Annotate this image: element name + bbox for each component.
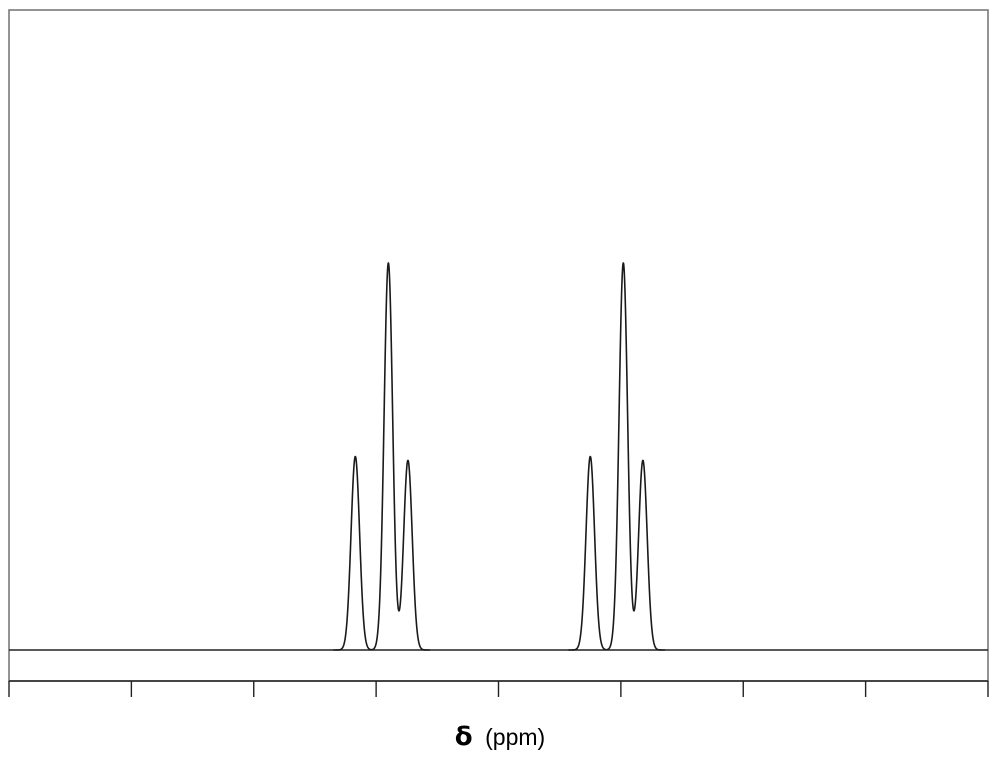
x-axis-label: δ (ppm)	[455, 722, 545, 752]
spectrum-signal-2	[567, 262, 666, 651]
x-axis-label-symbol: δ	[455, 722, 473, 752]
peak-series	[332, 262, 666, 651]
x-axis-ticks	[8, 681, 989, 697]
spectrum-signal-1	[332, 262, 431, 651]
plot-frame	[8, 9, 989, 682]
x-axis-label-unit: (ppm)	[485, 724, 545, 750]
